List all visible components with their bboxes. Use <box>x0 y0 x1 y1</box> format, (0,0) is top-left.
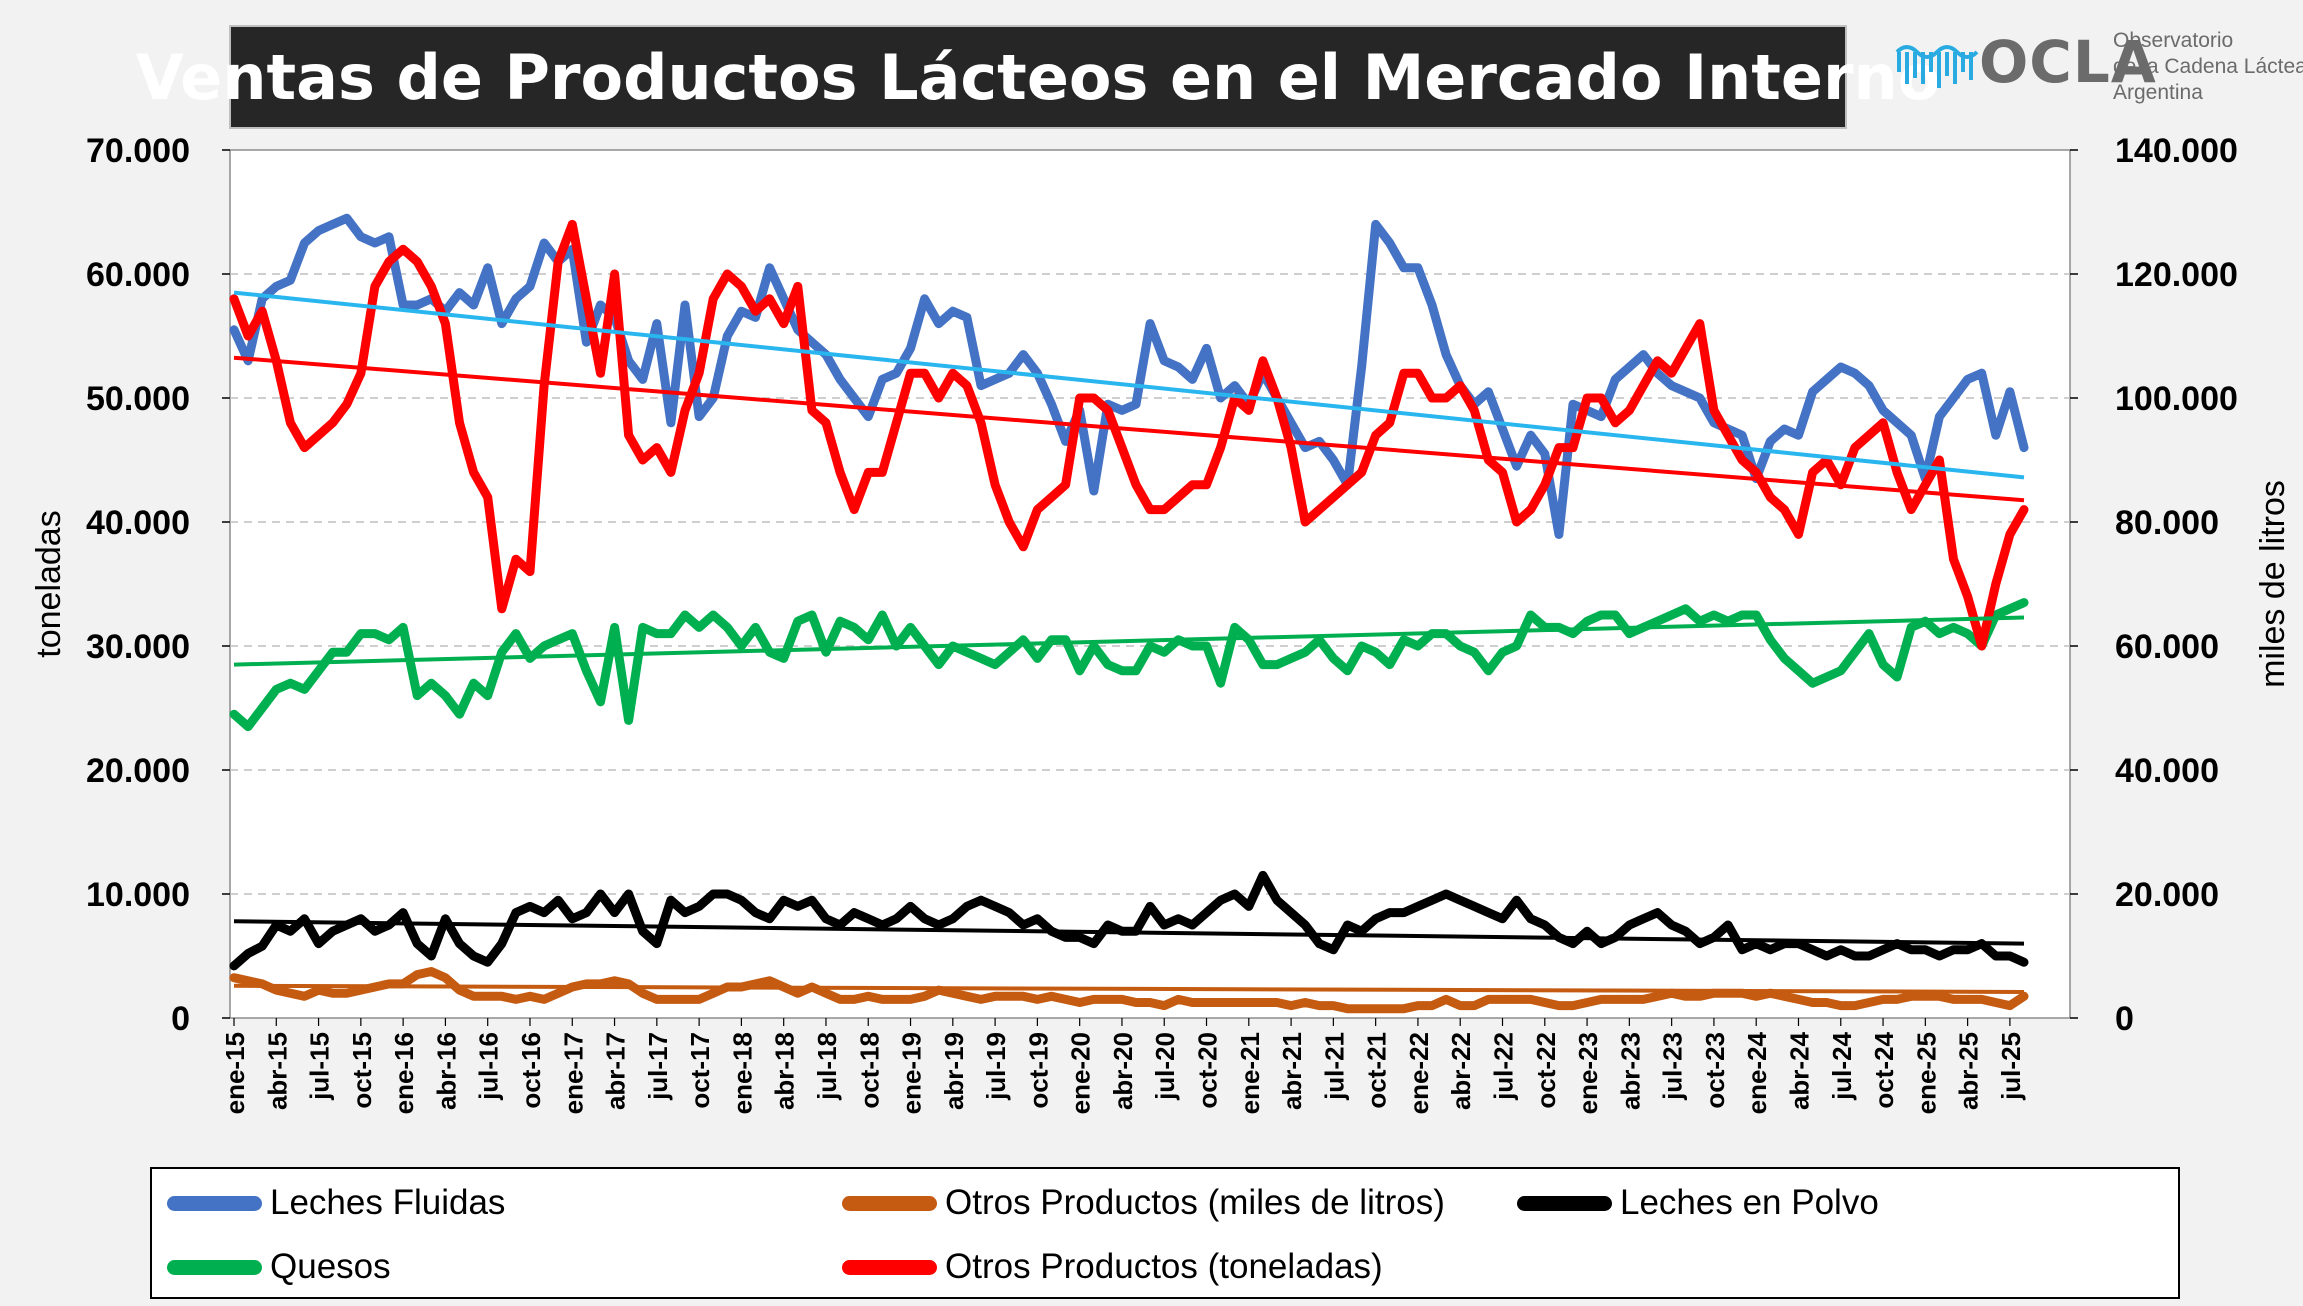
y2-tick-label: 100.000 <box>2115 380 2238 418</box>
legend-swatch <box>1517 1195 1612 1211</box>
y2-tick-label: 40.000 <box>2115 752 2219 790</box>
x-tick-label: oct-17 <box>685 1032 715 1109</box>
x-tick-label: ene-19 <box>897 1032 927 1114</box>
x-tick-label: oct-18 <box>854 1032 884 1109</box>
trend-line-4 <box>233 355 2025 503</box>
x-tick-label: oct-23 <box>1700 1032 1730 1109</box>
x-tick-label: ene-20 <box>1066 1032 1096 1114</box>
y-tick-label: 10.000 <box>86 876 190 914</box>
x-tick-label: abr-16 <box>431 1032 461 1110</box>
x-tick-label: jul-15 <box>305 1032 335 1101</box>
x-tick-label: oct-19 <box>1023 1032 1053 1109</box>
trend-line-3 <box>233 615 2025 667</box>
legend-item-otros-productos-litros: Otros Productos (miles de litros) <box>842 1183 1445 1223</box>
x-tick-label: jul-20 <box>1150 1032 1180 1101</box>
x-tick-label: abr-15 <box>262 1032 292 1110</box>
x-tick-label: oct-21 <box>1362 1032 1392 1109</box>
x-tick-label: oct-24 <box>1869 1031 1899 1108</box>
x-tick-label: abr-25 <box>1954 1032 1984 1110</box>
x-tick-label: oct-16 <box>516 1032 546 1109</box>
legend-label: Quesos <box>270 1247 391 1286</box>
logo-line-1: Observatorio <box>2113 29 2234 52</box>
x-tick-label: oct-15 <box>347 1032 377 1109</box>
x-tick-label: abr-18 <box>770 1032 800 1110</box>
logo-line-3: Argentina <box>2113 81 2203 104</box>
y-tick-label: 50.000 <box>86 380 190 418</box>
x-tick-label: abr-19 <box>939 1032 969 1110</box>
legend-label: Otros Productos (miles de litros) <box>945 1183 1445 1222</box>
legend: Leches Fluidas Otros Productos (miles de… <box>150 1167 2180 1299</box>
series-line-1 <box>229 967 2029 1014</box>
page-title: Ventas de Productos Lácteos en el Mercad… <box>136 25 1940 129</box>
trend-line-1 <box>233 983 2025 994</box>
x-tick-label: oct-20 <box>1193 1032 1223 1109</box>
legend-item-quesos: Quesos <box>167 1247 391 1287</box>
x-tick-label: ene-16 <box>389 1032 419 1114</box>
logo-wave-icon <box>1895 45 1979 88</box>
x-tick-label: abr-24 <box>1784 1031 1814 1110</box>
legend-label: Otros Productos (toneladas) <box>945 1247 1383 1286</box>
x-tick-label: jul-23 <box>1658 1032 1688 1101</box>
x-tick-label: abr-20 <box>1108 1032 1138 1110</box>
legend-label: Leches Fluidas <box>270 1183 506 1222</box>
x-tick-label: ene-25 <box>1911 1032 1941 1114</box>
logo-wordmark: OCLA <box>1979 28 2157 96</box>
legend-swatch <box>842 1195 937 1211</box>
x-tick-label: ene-15 <box>220 1032 250 1114</box>
x-tick-label: jul-18 <box>812 1032 842 1101</box>
y-tick-label: 0 <box>171 1000 190 1038</box>
trend-line-0 <box>233 290 2025 480</box>
y2-tick-label: 20.000 <box>2115 876 2219 914</box>
x-tick-label: jul-16 <box>474 1032 504 1101</box>
x-tick-label: abr-23 <box>1615 1032 1645 1110</box>
y-tick-label: 30.000 <box>86 628 190 666</box>
legend-label: Leches en Polvo <box>1620 1183 1879 1222</box>
x-tick-label: abr-21 <box>1277 1032 1307 1110</box>
y-tick-label: 70.000 <box>86 132 190 170</box>
x-tick-label: jul-22 <box>1489 1032 1519 1101</box>
legend-item-otros-productos-toneladas: Otros Productos (toneladas) <box>842 1247 1383 1287</box>
legend-swatch <box>167 1195 262 1211</box>
y2-tick-label: 140.000 <box>2115 132 2238 170</box>
y2-axis-label: miles de litros <box>2254 480 2292 688</box>
trend-line-2 <box>233 919 2025 946</box>
x-tick-label: jul-25 <box>1996 1032 2026 1101</box>
x-tick-label: jul-21 <box>1319 1032 1349 1101</box>
x-tick-label: jul-24 <box>1827 1031 1857 1100</box>
y2-tick-label: 60.000 <box>2115 628 2219 666</box>
logo: OCLA Observatorio de la Cadena Láctea Ar… <box>1895 24 2303 104</box>
legend-swatch <box>167 1259 262 1275</box>
x-tick-label: ene-18 <box>727 1032 757 1114</box>
x-tick-label: ene-24 <box>1742 1031 1772 1114</box>
x-tick-label: jul-17 <box>643 1032 673 1101</box>
y-tick-label: 60.000 <box>86 256 190 294</box>
x-tick-label: abr-17 <box>601 1032 631 1110</box>
x-tick-label: ene-21 <box>1235 1032 1265 1114</box>
y2-tick-label: 0 <box>2115 1000 2134 1038</box>
x-tick-label: ene-22 <box>1404 1032 1434 1114</box>
y-tick-label: 20.000 <box>86 752 190 790</box>
logo-line-2: de la Cadena Láctea <box>2113 55 2303 78</box>
legend-item-leches-en-polvo: Leches en Polvo <box>1517 1183 1879 1223</box>
legend-item-leches-fluidas: Leches Fluidas <box>167 1183 505 1223</box>
x-tick-label: abr-22 <box>1446 1032 1476 1110</box>
y-tick-label: 40.000 <box>86 504 190 542</box>
legend-swatch <box>842 1259 937 1275</box>
y-axis-label: toneladas <box>30 510 68 657</box>
x-tick-label: oct-22 <box>1531 1032 1561 1109</box>
plot-area <box>229 149 2071 1019</box>
x-tick-label: ene-17 <box>558 1032 588 1114</box>
y2-tick-label: 80.000 <box>2115 504 2219 542</box>
series-line-4 <box>229 219 2029 651</box>
x-tick-label: jul-19 <box>981 1032 1011 1101</box>
x-tick-label: ene-23 <box>1573 1032 1603 1114</box>
y2-tick-label: 120.000 <box>2115 256 2238 294</box>
